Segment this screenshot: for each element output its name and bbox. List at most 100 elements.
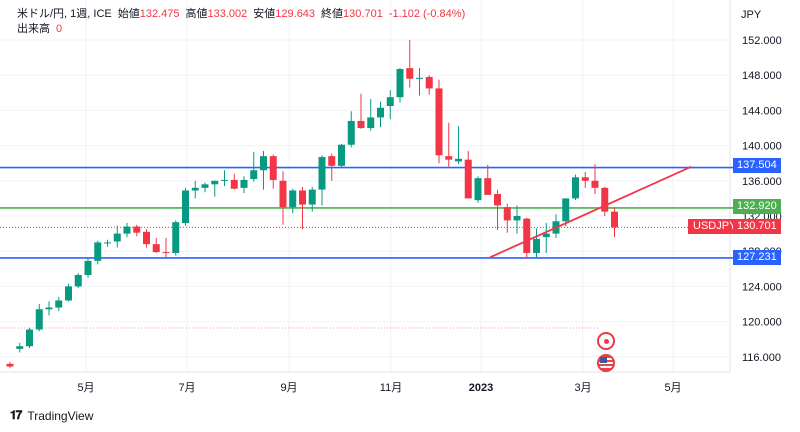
x-tick-label: 3月: [574, 382, 591, 394]
candle-body: [133, 226, 141, 233]
candle-body: [26, 329, 33, 347]
candle-body: [104, 242, 111, 244]
x-tick-label: 7月: [178, 382, 195, 394]
candles: [6, 40, 618, 369]
tradingview-brand[interactable]: 𝟏𝟕 TradingView: [10, 408, 93, 423]
candle-body: [425, 76, 433, 89]
candle-body: [318, 157, 326, 190]
x-tick-label: 9月: [280, 382, 297, 394]
candle-body: [416, 77, 423, 79]
candle-body: [45, 307, 53, 310]
y-tick-label: 144.000: [742, 105, 782, 117]
candle-body: [191, 187, 199, 191]
candle-body: [55, 300, 63, 308]
candle-body: [601, 187, 609, 212]
y-tick-label: 124.000: [742, 281, 782, 293]
volume-legend: 出来高 0: [17, 22, 62, 37]
candle-body: [406, 68, 414, 79]
candle-body: [201, 184, 209, 188]
price-tag-132: 132.920: [733, 199, 781, 214]
candle-body: [386, 97, 394, 106]
candle-body: [84, 260, 92, 275]
x-tick-label: 2023: [469, 382, 493, 394]
y-tick-label: 140.000: [742, 141, 782, 153]
us-flag-event-icon[interactable]: [597, 354, 615, 372]
candle-body: [65, 286, 72, 301]
legend-low-label: 安値: [253, 8, 276, 20]
candle-body: [260, 156, 267, 171]
volume-value: 0: [56, 23, 63, 35]
candle-body: [611, 211, 618, 228]
candle-body: [338, 144, 345, 166]
chart-grid: [0, 0, 730, 372]
candle-body: [523, 218, 531, 253]
candle-body: [533, 238, 540, 253]
y-tick-label: 136.000: [742, 176, 782, 188]
candle-body: [152, 244, 160, 253]
trendline: [489, 165, 692, 259]
candle-body: [221, 179, 228, 181]
chart-legend: 米ドル/円, 1週, ICE 始値132.475 高値133.002 安値129.64…: [17, 7, 465, 22]
axes: 152.000148.000144.000140.000136.000132.0…: [0, 0, 782, 394]
y-tick-label: 148.000: [742, 70, 782, 82]
legend-open-value: 132.475: [139, 8, 180, 20]
candle-body: [143, 231, 150, 245]
y-tick-label: 120.000: [742, 317, 782, 329]
volume-label: 出来高: [17, 23, 50, 35]
price-tag-137: 137.504: [733, 158, 781, 173]
candle-body: [279, 180, 287, 208]
horizontal-lines: [0, 166, 733, 329]
candle-body: [455, 158, 462, 162]
currency-label: JPY: [741, 9, 762, 21]
candle-body: [445, 156, 453, 160]
candle-body: [542, 233, 550, 238]
legend-open-label: 始値: [117, 8, 140, 20]
legend-low-value: 129.643: [275, 8, 316, 20]
candle-body: [503, 207, 511, 221]
tradingview-logo-icon: 𝟏𝟕: [10, 408, 22, 422]
legend-symbol: 米ドル/円, 1週, ICE: [17, 8, 112, 20]
candle-body: [230, 179, 238, 189]
candle-body: [357, 120, 365, 128]
symbol-tag: USDJPY: [688, 219, 742, 234]
candle-body: [6, 363, 14, 367]
candle-body: [377, 107, 384, 118]
candle-body: [367, 117, 375, 128]
japan-flag-event-icon[interactable]: [597, 332, 615, 350]
candle-body: [328, 156, 336, 166]
legend-close-label: 終値: [321, 8, 344, 20]
legend-close-value: 130.701: [343, 8, 383, 20]
candle-body: [299, 190, 306, 205]
candle-body: [396, 69, 404, 98]
overlay: [489, 165, 692, 259]
y-tick-label: 152.000: [742, 35, 782, 47]
x-tick-label: 11月: [380, 382, 402, 394]
price-tag-127: 127.231: [733, 250, 781, 265]
last-price-tag: 130.701: [733, 219, 781, 234]
candle-body: [513, 216, 521, 221]
legend-high-value: 133.002: [207, 8, 248, 20]
candle-body: [16, 346, 24, 349]
candle-body: [308, 189, 316, 205]
legend-high-label: 高値: [185, 8, 208, 20]
candle-body: [464, 159, 472, 199]
candle-body: [172, 222, 180, 253]
candle-body: [113, 233, 121, 242]
candle-body: [182, 190, 189, 224]
candle-body: [474, 178, 482, 201]
candle-body: [35, 309, 43, 330]
candle-body: [572, 177, 579, 199]
x-tick-label: 5月: [664, 382, 681, 394]
candle-body: [162, 252, 170, 254]
candle-body: [250, 170, 258, 180]
candle-body: [123, 226, 131, 234]
legend-change: -1.102 (-0.84%): [388, 8, 466, 20]
candle-body: [240, 179, 248, 188]
x-tick-label: 5月: [77, 382, 94, 394]
candle-body: [74, 274, 82, 287]
candle-body: [562, 198, 570, 222]
candle-body: [484, 178, 492, 195]
candle-body: [347, 120, 355, 145]
candle-body: [94, 242, 102, 261]
